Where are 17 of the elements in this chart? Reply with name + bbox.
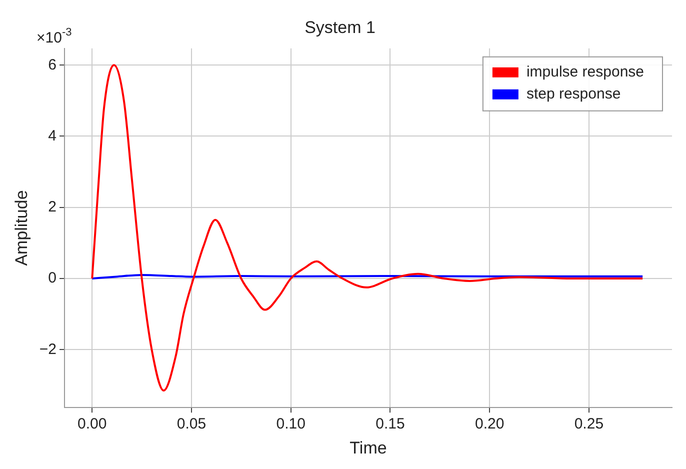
y-tick-label: −2 [39,340,56,358]
x-tick-label: 0.10 [276,416,306,433]
x-tick-label: 0.20 [474,416,504,433]
x-axis-title: Time [350,438,387,458]
legend-label: step response [526,86,621,103]
line-series [91,64,644,392]
x-tick-label: 0.05 [176,416,206,433]
x-tick-label: 0.00 [78,416,107,433]
y-tick-label: 4 [48,127,56,144]
y-tick-label: 6 [48,56,56,74]
y-tick-label: 0 [48,270,56,287]
x-tick-label: 0.25 [574,416,604,433]
x-tick-label: 0.15 [376,416,405,433]
y-tick-label: 2 [48,198,56,216]
legend-label: impulse response [526,64,644,81]
chart-title: System 1 [304,18,376,37]
y-axis-title: Amplitude [12,190,31,266]
